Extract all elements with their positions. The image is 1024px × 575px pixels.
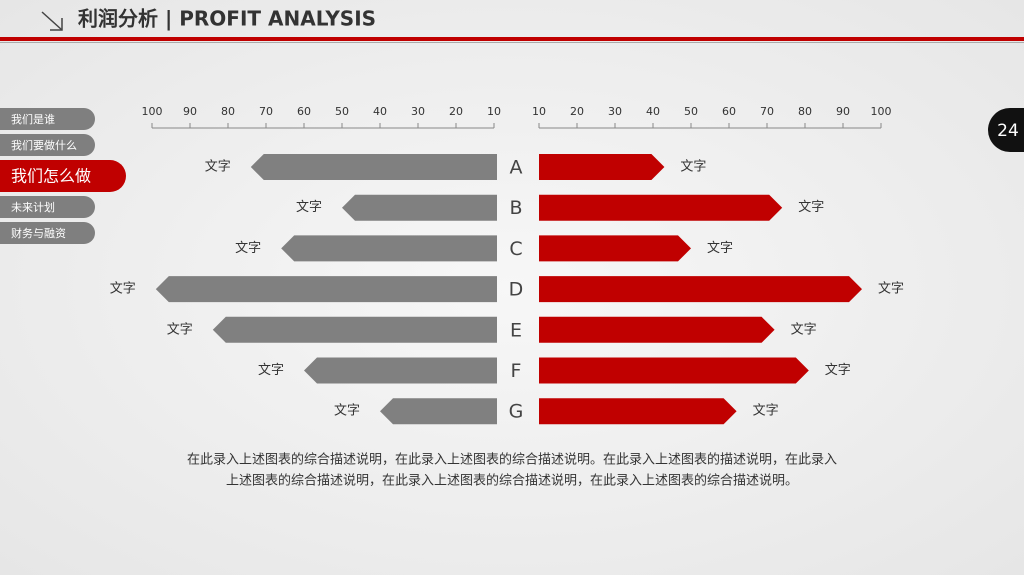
x-tick-label: 60 bbox=[722, 105, 736, 118]
value-label: 文字 bbox=[205, 160, 231, 175]
x-tick-label: 50 bbox=[684, 105, 698, 118]
x-tick-label: 10 bbox=[487, 105, 501, 118]
bar bbox=[539, 276, 862, 303]
bar bbox=[342, 194, 497, 221]
nav-label: 我们要做什么 bbox=[11, 138, 77, 152]
x-tick-label: 40 bbox=[646, 105, 660, 118]
x-tick-label: 90 bbox=[836, 105, 850, 118]
x-tick-label: 80 bbox=[798, 105, 812, 118]
bar bbox=[539, 154, 665, 180]
category-label: A bbox=[510, 157, 523, 179]
value-label: 文字 bbox=[167, 322, 193, 337]
value-label: 文字 bbox=[798, 200, 824, 215]
bar bbox=[539, 194, 783, 221]
x-tick-label: 100 bbox=[142, 105, 163, 118]
bar bbox=[212, 316, 498, 343]
value-label: 文字 bbox=[296, 200, 322, 215]
x-tick-label: 50 bbox=[335, 105, 349, 118]
x-tick-label: 10 bbox=[532, 105, 546, 118]
x-tick-label: 60 bbox=[297, 105, 311, 118]
category-label: D bbox=[509, 279, 524, 301]
nav-item[interactable] bbox=[0, 222, 95, 244]
nav-label: 未来计划 bbox=[11, 201, 55, 214]
category-label: G bbox=[509, 401, 524, 423]
nav-item[interactable] bbox=[0, 196, 95, 218]
x-tick-label: 40 bbox=[373, 105, 387, 118]
nav-item[interactable] bbox=[0, 134, 95, 156]
x-tick-label: 70 bbox=[760, 105, 774, 118]
bar bbox=[304, 357, 497, 384]
bar bbox=[539, 398, 737, 425]
x-tick-label: 30 bbox=[608, 105, 622, 118]
nav-item-active[interactable] bbox=[0, 160, 126, 192]
x-tick-label: 20 bbox=[449, 105, 463, 118]
category-label: C bbox=[509, 238, 522, 260]
category-label: F bbox=[511, 360, 522, 382]
bar bbox=[155, 276, 498, 303]
nav-label: 我们怎么做 bbox=[11, 167, 91, 186]
x-tick-label: 100 bbox=[871, 105, 892, 118]
value-label: 文字 bbox=[878, 282, 904, 297]
description: 在此录入上述图表的综合描述说明，在此录入上述图表的综合描述说明。在此录入上述图表… bbox=[187, 452, 837, 468]
page-number: 24 bbox=[997, 121, 1019, 141]
page-number-tab bbox=[988, 108, 1024, 152]
nav-label: 财务与融资 bbox=[11, 226, 66, 240]
page-title: 利润分析 | PROFIT ANALYSIS bbox=[78, 7, 376, 31]
title-icon bbox=[50, 18, 63, 31]
value-label: 文字 bbox=[258, 363, 284, 378]
bar bbox=[539, 235, 691, 262]
title-rule bbox=[0, 37, 1024, 41]
value-label: 文字 bbox=[791, 322, 817, 337]
bar bbox=[250, 154, 497, 180]
bar bbox=[539, 357, 809, 384]
x-tick-label: 20 bbox=[570, 105, 584, 118]
nav-label: 我们是谁 bbox=[11, 112, 55, 126]
value-label: 文字 bbox=[110, 282, 136, 297]
nav-item[interactable] bbox=[0, 108, 95, 130]
value-label: 文字 bbox=[825, 363, 851, 378]
description: 上述图表的综合描述说明，在此录入上述图表的综合描述说明，在此录入上述图表的综合描… bbox=[226, 473, 798, 489]
bar bbox=[380, 398, 497, 425]
value-label: 文字 bbox=[680, 160, 706, 175]
x-tick-label: 70 bbox=[259, 105, 273, 118]
value-label: 文字 bbox=[334, 404, 360, 419]
bar bbox=[539, 316, 775, 343]
category-label: E bbox=[510, 319, 522, 341]
x-tick-label: 30 bbox=[411, 105, 425, 118]
title-icon bbox=[41, 11, 63, 31]
x-tick-label: 90 bbox=[183, 105, 197, 118]
category-label: B bbox=[509, 197, 522, 219]
bar bbox=[281, 235, 497, 262]
value-label: 文字 bbox=[753, 404, 779, 419]
value-label: 文字 bbox=[235, 241, 261, 256]
title-rule bbox=[0, 42, 1024, 43]
x-tick-label: 80 bbox=[221, 105, 235, 118]
value-label: 文字 bbox=[707, 241, 733, 256]
